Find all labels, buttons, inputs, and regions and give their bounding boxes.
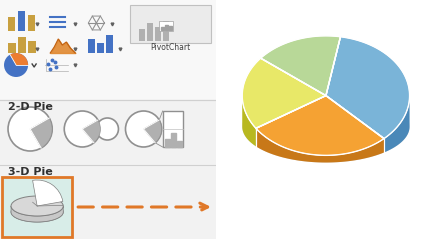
Bar — [0, 100, 216, 239]
Bar — [106, 35, 113, 53]
Bar — [28, 41, 36, 53]
Bar — [163, 21, 169, 41]
Bar — [139, 29, 145, 41]
Wedge shape — [143, 120, 162, 143]
Bar — [2, 177, 72, 237]
Circle shape — [8, 107, 52, 151]
Polygon shape — [384, 96, 409, 152]
Bar — [170, 133, 176, 147]
Bar — [0, 0, 216, 100]
Circle shape — [96, 118, 119, 140]
Bar — [163, 111, 183, 147]
Bar — [169, 26, 172, 30]
Bar — [165, 139, 170, 147]
Ellipse shape — [11, 196, 63, 216]
Bar — [177, 141, 182, 147]
Circle shape — [64, 111, 100, 147]
Circle shape — [126, 111, 162, 147]
Bar — [89, 39, 95, 53]
Wedge shape — [10, 53, 28, 65]
Bar — [146, 23, 153, 41]
Polygon shape — [256, 128, 384, 163]
FancyArrowPatch shape — [78, 203, 208, 211]
Polygon shape — [242, 58, 326, 128]
Wedge shape — [82, 120, 100, 143]
Polygon shape — [261, 36, 341, 96]
Bar — [8, 17, 15, 31]
Bar — [18, 11, 25, 31]
Wedge shape — [33, 180, 63, 206]
Bar — [18, 37, 26, 53]
Bar — [159, 21, 173, 31]
Polygon shape — [256, 96, 384, 155]
Polygon shape — [11, 206, 63, 222]
Bar — [97, 43, 104, 53]
Text: 3-D Pie: 3-D Pie — [8, 167, 53, 177]
Ellipse shape — [11, 202, 63, 222]
Bar — [8, 43, 16, 53]
Bar — [160, 27, 164, 30]
Bar — [130, 5, 211, 43]
Text: 2-D Pie: 2-D Pie — [8, 102, 53, 112]
Bar — [165, 25, 167, 30]
Polygon shape — [326, 37, 409, 139]
Bar — [155, 27, 160, 41]
Circle shape — [4, 53, 28, 77]
Polygon shape — [242, 91, 409, 163]
Bar — [28, 15, 35, 31]
Text: PivotChart: PivotChart — [150, 43, 191, 52]
Polygon shape — [242, 96, 256, 146]
Wedge shape — [30, 118, 52, 148]
